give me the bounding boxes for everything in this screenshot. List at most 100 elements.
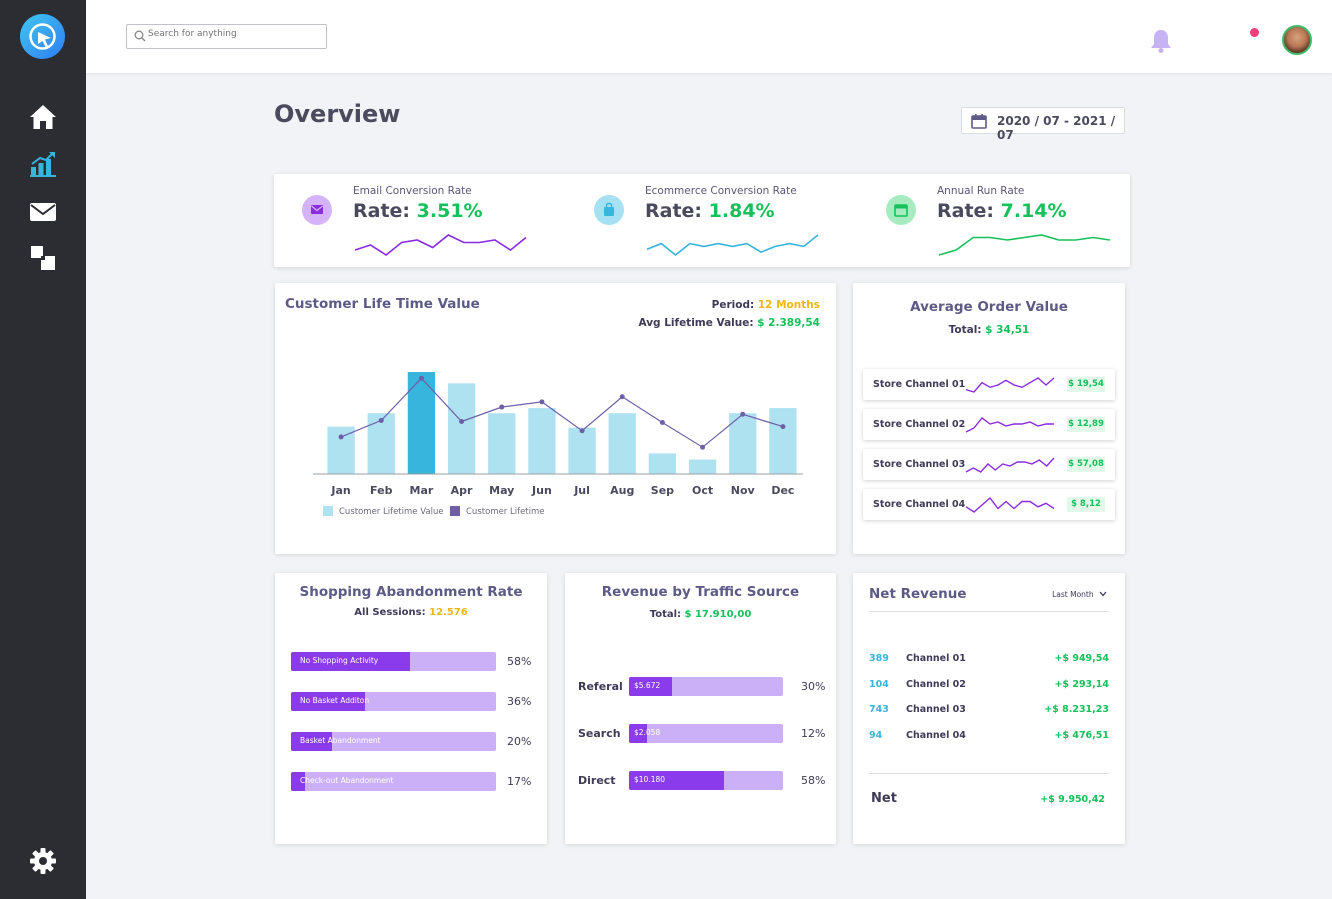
kpi-rate: Rate: 3.51% [353, 200, 483, 222]
traffic-source-label: Referal [578, 680, 623, 693]
bar-dec [769, 408, 797, 474]
bag-icon [594, 195, 624, 225]
card-title: Net Revenue [869, 586, 967, 602]
line-point-mar [418, 375, 424, 381]
bar-aug [608, 413, 636, 474]
traffic-source-bar-fill [629, 771, 725, 790]
app-logo[interactable] [20, 14, 65, 59]
store-channel-sparkline [965, 496, 1055, 513]
channel-value: +$ 8.231,23 [1044, 704, 1109, 715]
abandonment-label: Basket Abandonment [300, 736, 381, 745]
kpi-rate: Rate: 1.84% [645, 200, 775, 222]
x-tick-jan: Jan [331, 484, 351, 497]
kpi-label: Email Conversion Rate [353, 185, 472, 197]
sparkline-path [646, 234, 819, 257]
bar-sep [648, 453, 677, 474]
card-title: Customer Life Time Value [285, 296, 480, 312]
channel-count: 94 [869, 729, 883, 741]
bar-jan [327, 426, 355, 474]
date-range-picker[interactable]: 2020 / 07 - 2021 / 07 [961, 107, 1125, 142]
traffic-source-bar: $5.672 [629, 677, 783, 696]
bar-feb [367, 413, 395, 474]
store-channel-value: $ 19,54 [1067, 377, 1105, 392]
channel-name: Channel 02 [906, 678, 966, 690]
divider [869, 773, 1109, 774]
x-tick-may: May [489, 484, 515, 497]
line-point-dec [780, 424, 786, 430]
lifetime-line [340, 377, 784, 448]
kpi-card: Email Conversion Rate Rate: 3.51% Ecomme… [274, 174, 1130, 267]
x-tick-aug: Aug [610, 484, 635, 497]
rts-total: Total: $ 17.910,00 [649, 609, 752, 620]
avatar[interactable] [1282, 25, 1312, 55]
gear-icon[interactable] [29, 847, 57, 875]
traffic-source-pct: 30% [801, 680, 826, 693]
search-box[interactable] [126, 24, 327, 49]
x-tick-apr: Apr [450, 484, 473, 497]
traffic-source-bar-fill [629, 724, 648, 743]
x-tick-jul: Jul [574, 484, 590, 497]
abandonment-pct: 36% [507, 695, 532, 708]
sparkline-path [965, 496, 1055, 513]
mail-icon [302, 195, 332, 225]
divider [869, 611, 1109, 612]
sparkline-path [965, 417, 1054, 433]
kpi-label: Ecommerce Conversion Rate [645, 185, 797, 197]
store-channel-row[interactable]: Store Channel 01 $ 19,54 [863, 369, 1115, 400]
period-dropdown[interactable]: Last Month [1052, 590, 1107, 599]
channel-value: +$ 949,54 [1054, 653, 1109, 664]
search-icon [134, 30, 146, 42]
bar-nov [729, 413, 757, 474]
avg-lifetime-text: Avg Lifetime Value: $ 2.389,54 [638, 317, 820, 329]
sar-card: Shopping Abandonment Rate All Sessions: … [275, 573, 547, 844]
x-tick-oct: Oct [692, 484, 714, 497]
chevron-down-icon [1099, 591, 1107, 597]
store-channel-name: Store Channel 01 [873, 379, 966, 390]
store-channel-row[interactable]: Store Channel 03 $ 57,08 [863, 449, 1115, 480]
bell-icon[interactable] [1149, 28, 1173, 54]
bar-oct [688, 459, 717, 474]
kpi-value: 3.51% [416, 200, 483, 222]
channel-value: +$ 293,14 [1054, 678, 1109, 690]
channel-name: Channel 01 [906, 653, 966, 664]
abandonment-bar-fill [291, 692, 365, 711]
calendar-icon [886, 195, 916, 225]
abandonment-bar-fill [291, 652, 410, 671]
kpi-sparkline [354, 234, 527, 256]
clv-chart [313, 372, 803, 475]
sparkline-path [965, 457, 1055, 473]
period-text: Period: 12 Months [711, 299, 820, 311]
net-value: +$ 9.950,42 [1040, 794, 1105, 805]
kpi-rate: Rate: 7.14% [937, 200, 1067, 222]
line-point-aug [619, 394, 625, 400]
search-input[interactable] [148, 29, 318, 39]
mail-icon[interactable] [29, 198, 57, 226]
chart-icon[interactable] [29, 150, 57, 178]
traffic-source-label: Search [578, 727, 621, 740]
layers-icon[interactable] [29, 244, 57, 272]
line-point-oct [700, 444, 706, 450]
bar-jul [568, 427, 596, 474]
sessions-text: All Sessions: 12.576 [354, 607, 468, 618]
aov-card: Average Order Value Total: $ 34,51 Store… [853, 283, 1125, 554]
line-point-sep [659, 420, 665, 425]
abandonment-bar: Check-out Abandonment [291, 772, 496, 791]
channel-name: Channel 03 [906, 704, 966, 715]
sparkline-path [938, 234, 1111, 256]
store-channel-row[interactable]: Store Channel 04 $ 8,12 [863, 489, 1115, 520]
traffic-source-bar: $2.058 [629, 724, 783, 743]
date-range-text: 2020 / 07 - 2021 / 07 [997, 114, 1116, 142]
abandonment-pct: 17% [507, 775, 532, 788]
card-title: Revenue by Traffic Source [601, 584, 800, 600]
abandonment-bar: Basket Abandonment [291, 732, 496, 751]
store-channel-name: Store Channel 03 [873, 459, 966, 470]
line-point-jul [579, 428, 585, 434]
abandonment-label: Check-out Abandonment [300, 776, 394, 785]
top-bar [86, 0, 1332, 73]
store-channel-row[interactable]: Store Channel 02 $ 12,89 [863, 409, 1115, 440]
kpi-sparkline [646, 234, 819, 257]
line-point-jun [539, 399, 545, 405]
sparkline-path [354, 234, 527, 256]
abandonment-pct: 20% [507, 735, 532, 748]
home-icon[interactable] [29, 103, 57, 131]
